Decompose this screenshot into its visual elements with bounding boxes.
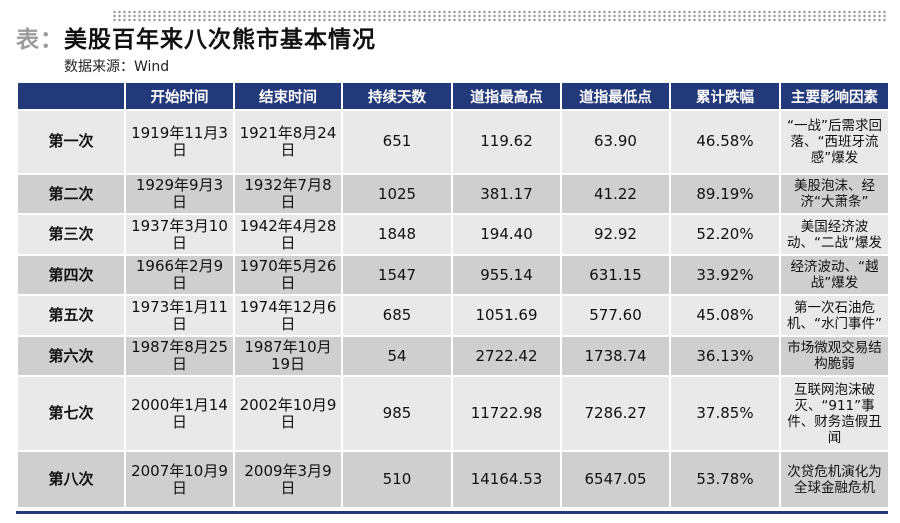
dow-high: 1051.69 <box>451 294 562 337</box>
dow-high: 955.14 <box>451 253 562 297</box>
header-row: 开始时间 结束时间 持续天数 道指最高点 道指最低点 累计跌幅 主要影响因素 <box>16 81 890 111</box>
title-prefix: 表： <box>16 27 64 53</box>
cumulative-drop: 53.78% <box>669 450 781 509</box>
row-label: 第六次 <box>16 334 126 378</box>
row-label: 第八次 <box>16 450 126 509</box>
column-header <box>16 81 126 111</box>
column-header: 开始时间 <box>124 81 235 111</box>
cumulative-drop: 89.19% <box>669 172 781 216</box>
main-factor: 第一次石油危机、“水门事件” <box>779 294 890 337</box>
end-date: 1932年7月8日 <box>233 172 343 216</box>
dow-low: 1738.74 <box>560 334 671 378</box>
start-date: 1937年3月10日 <box>124 213 235 256</box>
dow-high: 119.62 <box>451 109 562 175</box>
table-row: 第五次 1973年1月11日 1974年12月6日 685 1051.69 577.60 4… <box>16 294 890 337</box>
column-header: 道指最高点 <box>451 81 562 111</box>
dotted-header-rule <box>112 10 888 22</box>
dow-low: 41.22 <box>560 172 671 216</box>
row-label: 第七次 <box>16 375 126 453</box>
dow-low: 631.15 <box>560 253 671 297</box>
cumulative-drop: 33.92% <box>669 253 781 297</box>
row-label: 第五次 <box>16 294 126 337</box>
start-date: 1973年1月11日 <box>124 294 235 337</box>
dow-high: 381.17 <box>451 172 562 216</box>
main-factor: 美股泡沫、经济“大萧条” <box>779 172 890 216</box>
row-label: 第二次 <box>16 172 126 216</box>
duration-days: 510 <box>341 450 453 509</box>
row-label: 第一次 <box>16 109 126 175</box>
column-header: 道指最低点 <box>560 81 671 111</box>
dow-low: 6547.05 <box>560 450 671 509</box>
column-header: 主要影响因素 <box>779 81 890 111</box>
duration-days: 985 <box>341 375 453 453</box>
end-date: 1921年8月24日 <box>233 109 343 175</box>
title-text: 美股百年来八次熊市基本情况 <box>64 27 376 53</box>
table-row: 第四次 1966年2月9日 1970年5月26日 1547 955.14 631.15 33… <box>16 253 890 297</box>
duration-days: 1547 <box>341 253 453 297</box>
main-factor: 次贷危机演化为全球金融危机 <box>779 450 890 509</box>
table-row: 第八次 2007年10月9日 2009年3月9日 510 14164.53 6547.05… <box>16 450 890 509</box>
cumulative-drop: 45.08% <box>669 294 781 337</box>
dow-high: 2722.42 <box>451 334 562 378</box>
duration-days: 651 <box>341 109 453 175</box>
dow-low: 92.92 <box>560 213 671 256</box>
start-date: 1966年2月9日 <box>124 253 235 297</box>
start-date: 1919年11月3日 <box>124 109 235 175</box>
table-row: 第三次 1937年3月10日 1942年4月28日 1848 194.40 92.92 52… <box>16 213 890 256</box>
row-label: 第三次 <box>16 213 126 256</box>
dow-low: 7286.27 <box>560 375 671 453</box>
page-title: 表：美股百年来八次熊市基本情况 <box>16 20 376 54</box>
cumulative-drop: 46.58% <box>669 109 781 175</box>
main-factor: 市场微观交易结构脆弱 <box>779 334 890 378</box>
main-factor: 互联网泡沫破灭、“911”事件、财务造假丑闻 <box>779 375 890 453</box>
dow-low: 63.90 <box>560 109 671 175</box>
start-date: 1987年8月25日 <box>124 334 235 378</box>
duration-days: 1848 <box>341 213 453 256</box>
start-date: 1929年9月3日 <box>124 172 235 216</box>
table-row: 第七次 2000年1月14日 2002年10月9日 985 11722.98 7286.2… <box>16 375 890 453</box>
start-date: 2000年1月14日 <box>124 375 235 453</box>
cumulative-drop: 37.85% <box>669 375 781 453</box>
main-factor: 美国经济波动、“二战”爆发 <box>779 213 890 256</box>
dow-high: 194.40 <box>451 213 562 256</box>
end-date: 2002年10月9日 <box>233 375 343 453</box>
duration-days: 685 <box>341 294 453 337</box>
duration-days: 54 <box>341 334 453 378</box>
column-header: 持续天数 <box>341 81 453 111</box>
bottom-rule <box>16 511 888 514</box>
end-date: 1970年5月26日 <box>233 253 343 297</box>
main-factor: “一战”后需求回落、“西班牙流感”爆发 <box>779 109 890 175</box>
dow-low: 577.60 <box>560 294 671 337</box>
bear-market-table: 开始时间 结束时间 持续天数 道指最高点 道指最低点 累计跌幅 主要影响因素 第… <box>16 81 890 509</box>
end-date: 1974年12月6日 <box>233 294 343 337</box>
table-row: 第一次 1919年11月3日 1921年8月24日 651 119.62 63.90 46.… <box>16 109 890 175</box>
column-header: 累计跌幅 <box>669 81 781 111</box>
cumulative-drop: 36.13% <box>669 334 781 378</box>
cumulative-drop: 52.20% <box>669 213 781 256</box>
column-header: 结束时间 <box>233 81 343 111</box>
start-date: 2007年10月9日 <box>124 450 235 509</box>
end-date: 2009年3月9日 <box>233 450 343 509</box>
dow-high: 11722.98 <box>451 375 562 453</box>
dow-high: 14164.53 <box>451 450 562 509</box>
end-date: 1987年10月19日 <box>233 334 343 378</box>
row-label: 第四次 <box>16 253 126 297</box>
data-source: 数据来源：Wind <box>64 59 170 75</box>
duration-days: 1025 <box>341 172 453 216</box>
table-row: 第二次 1929年9月3日 1932年7月8日 1025 381.17 41.22 89.1… <box>16 172 890 216</box>
table-row: 第六次 1987年8月25日 1987年10月19日 54 2722.42 1738.74… <box>16 334 890 378</box>
main-factor: 经济波动、“越战”爆发 <box>779 253 890 297</box>
end-date: 1942年4月28日 <box>233 213 343 256</box>
